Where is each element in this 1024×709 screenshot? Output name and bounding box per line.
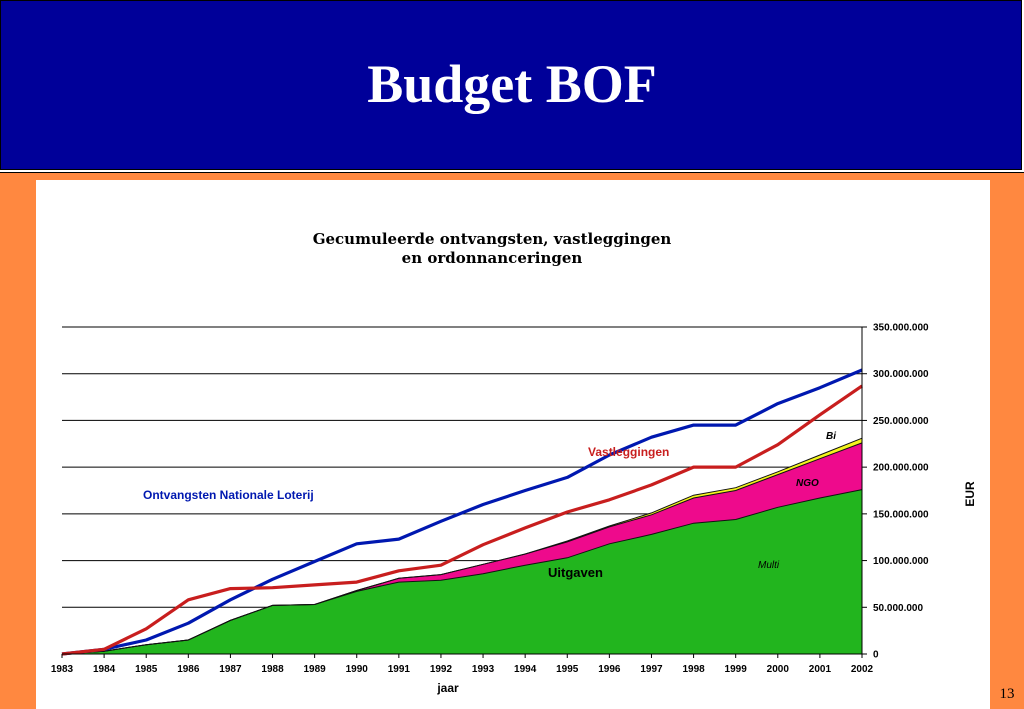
y-tick-label: 300.000.000: [873, 369, 929, 380]
x-tick-label: 1999: [725, 664, 748, 675]
x-tick-label: 2000: [767, 664, 790, 675]
y-tick-label: 250.000.000: [873, 416, 929, 427]
x-axis-label: jaar: [436, 681, 459, 695]
x-tick-label: 1992: [430, 664, 453, 675]
expenditure-annotation: Uitgaven: [548, 565, 603, 580]
ngo-annotation: NGO: [796, 478, 819, 489]
x-tick-label: 1991: [388, 664, 411, 675]
x-tick-label: 1998: [682, 664, 705, 675]
x-tick-label: 1993: [472, 664, 495, 675]
x-tick-label: 1994: [514, 664, 537, 675]
x-tick-label: 1990: [346, 664, 369, 675]
x-tick-label: 2002: [851, 664, 874, 675]
x-tick-label: 1987: [219, 664, 242, 675]
chart-title: Gecumuleerde ontvangsten, vastleggingen: [313, 230, 672, 248]
x-tick-label: 1988: [261, 664, 284, 675]
area-multi: [62, 489, 862, 654]
commitments-annotation: Vastleggingen: [588, 445, 669, 459]
slide-header: [0, 0, 1022, 170]
axes: [61, 326, 867, 658]
y-tick-label: 350.000.000: [873, 323, 929, 334]
area-chart: Gecumuleerde ontvangsten, vastleggingen …: [51, 230, 977, 695]
y-tick-label: 0: [873, 650, 879, 661]
x-tick-label: 2001: [809, 664, 832, 675]
y-tick-label: 50.000.000: [873, 603, 923, 614]
y-tick-label: 150.000.000: [873, 509, 929, 520]
x-tick-label: 1986: [177, 664, 200, 675]
commitments-line: [61, 384, 863, 656]
receipts-line: [61, 368, 863, 656]
receipts-annotation: Ontvangsten Nationale Loterij: [143, 488, 314, 502]
x-tick-label: 1989: [304, 664, 327, 675]
y-tick-label: 100.000.000: [873, 556, 929, 567]
y-axis-label: EUR: [963, 481, 977, 507]
bi-annotation: Bi: [826, 431, 836, 442]
series-lines: [61, 368, 863, 656]
stacked-areas: [61, 437, 863, 655]
x-tick-label: 1983: [51, 664, 74, 675]
slide-title: Budget BOF: [367, 54, 657, 114]
chart-area: Gecumuleerde ontvangsten, vastleggingen …: [36, 180, 990, 709]
x-tick-label: 1995: [556, 664, 579, 675]
y-tick-label: 200.000.000: [873, 463, 929, 474]
chart-subtitle: en ordonnanceringen: [402, 249, 583, 267]
x-tick-label: 1984: [93, 664, 116, 675]
x-tick-label: 1996: [598, 664, 621, 675]
area-outline-bi: [61, 437, 863, 655]
slide-number: 13: [999, 686, 1015, 702]
x-tick-label: 1997: [640, 664, 663, 675]
multi-annotation: Multi: [758, 560, 780, 571]
tick-labels: 0 50.000.000 100.000.000 150.000.000 200.000…: [51, 323, 929, 676]
x-tick-label: 1985: [135, 664, 158, 675]
